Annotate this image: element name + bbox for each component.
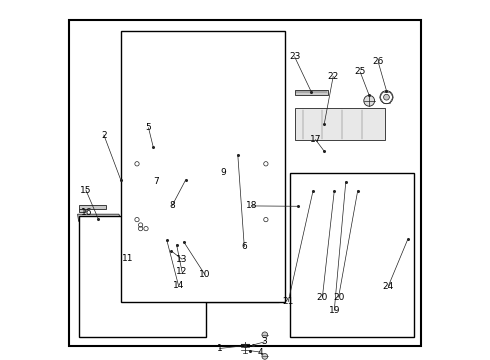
Polygon shape	[128, 155, 279, 302]
Text: 1: 1	[217, 344, 222, 353]
Text: 2: 2	[101, 130, 107, 139]
Text: 18: 18	[245, 201, 257, 210]
Text: 4: 4	[258, 347, 263, 356]
Polygon shape	[204, 162, 272, 223]
Text: 26: 26	[372, 57, 384, 66]
Circle shape	[262, 354, 268, 359]
Polygon shape	[141, 240, 189, 245]
Polygon shape	[128, 297, 285, 302]
Text: 20: 20	[333, 292, 344, 302]
Text: 13: 13	[176, 255, 188, 264]
Text: 10: 10	[199, 270, 210, 279]
Polygon shape	[79, 205, 106, 209]
Bar	[290, 173, 414, 337]
Polygon shape	[176, 144, 280, 167]
Polygon shape	[141, 253, 189, 257]
Text: 7: 7	[153, 177, 159, 186]
Text: 22: 22	[328, 72, 339, 81]
Polygon shape	[298, 182, 331, 200]
Text: 8: 8	[169, 201, 175, 210]
Bar	[121, 31, 285, 302]
Polygon shape	[90, 229, 178, 241]
Polygon shape	[129, 144, 158, 149]
Polygon shape	[135, 162, 198, 223]
Text: 11: 11	[122, 254, 134, 263]
Text: 25: 25	[354, 68, 366, 77]
Polygon shape	[141, 247, 189, 251]
Text: 12: 12	[176, 267, 188, 276]
Polygon shape	[77, 214, 121, 221]
Text: 15: 15	[80, 186, 92, 194]
Text: 5: 5	[146, 123, 151, 132]
Text: 14: 14	[172, 281, 184, 289]
Text: 19: 19	[328, 306, 340, 315]
Polygon shape	[128, 149, 285, 155]
Polygon shape	[280, 140, 285, 167]
Text: 6: 6	[242, 242, 247, 251]
Polygon shape	[121, 155, 128, 270]
Text: 21: 21	[283, 297, 294, 306]
Bar	[79, 216, 206, 337]
Circle shape	[364, 95, 374, 106]
Polygon shape	[294, 108, 386, 140]
Polygon shape	[79, 259, 132, 265]
Text: 17: 17	[310, 135, 321, 144]
Text: 23: 23	[289, 52, 300, 61]
Circle shape	[384, 94, 390, 100]
Text: 20: 20	[317, 292, 328, 302]
Polygon shape	[173, 167, 281, 180]
Polygon shape	[170, 229, 178, 241]
Text: 9: 9	[220, 167, 226, 176]
Polygon shape	[128, 180, 281, 194]
Polygon shape	[292, 202, 303, 211]
Polygon shape	[294, 90, 328, 95]
Text: 3: 3	[261, 338, 267, 346]
Polygon shape	[90, 241, 98, 246]
Text: 16: 16	[81, 208, 92, 217]
Polygon shape	[79, 209, 85, 212]
Text: 24: 24	[383, 282, 394, 291]
Circle shape	[262, 332, 268, 338]
